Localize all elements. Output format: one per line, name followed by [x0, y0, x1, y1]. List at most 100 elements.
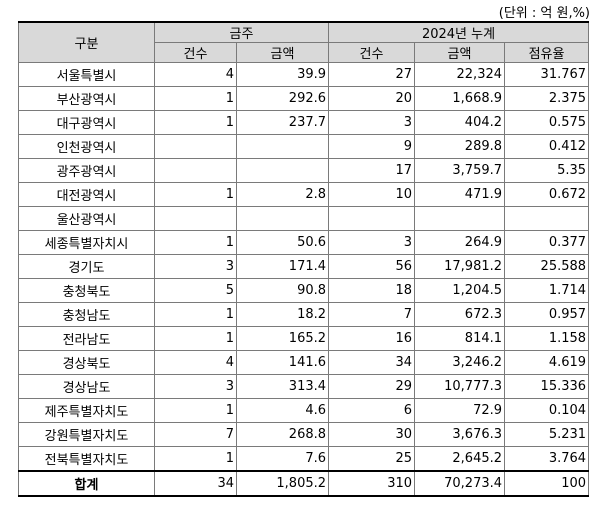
cell-cum-share: 1.158 — [504, 326, 590, 351]
cell-cum-share: 5.231 — [504, 422, 590, 447]
header-week-amount: 금액 — [235, 42, 330, 63]
cell-week-count: 1 — [154, 86, 237, 111]
unit-label: (단위 : 억 원,%) — [498, 6, 590, 21]
table-row: 부산광역시 1 292.6 20 1,668.9 2.375 — [18, 86, 590, 111]
cell-region: 충청남도 — [18, 302, 155, 327]
cell-region: 서울특별시 — [18, 62, 155, 87]
cell-region: 대전광역시 — [18, 182, 155, 207]
cell-cum-share: 3.764 — [504, 446, 590, 472]
cell-cum-count: 20 — [328, 86, 416, 111]
table-row: 울산광역시 — [18, 206, 590, 231]
cell-week-count: 1 — [154, 446, 237, 472]
header-cumulative-group: 2024년 누계 — [328, 21, 590, 43]
cell-cum-count: 3 — [328, 110, 416, 135]
cell-cum-count: 16 — [328, 326, 416, 351]
cell-week-amount: 7.6 — [235, 446, 330, 472]
cell-week-amount — [235, 206, 330, 231]
cell-cum-count: 29 — [328, 374, 416, 399]
cell-cum-count: 3 — [328, 230, 416, 255]
cell-region: 전라남도 — [18, 326, 155, 351]
cell-week-count: 4 — [154, 62, 237, 87]
cell-cum-share: 15.336 — [504, 374, 590, 399]
cell-cum-amount: 471.9 — [414, 182, 506, 207]
cell-region: 제주특별자치도 — [18, 398, 155, 423]
table-row: 세종특별자치시 1 50.6 3 264.9 0.377 — [18, 230, 590, 255]
cell-week-amount: 1,805.2 — [235, 470, 330, 497]
cell-week-count: 1 — [154, 302, 237, 327]
cell-cum-amount: 10,777.3 — [414, 374, 506, 399]
cell-region: 부산광역시 — [18, 86, 155, 111]
cell-week-amount: 171.4 — [235, 254, 330, 279]
cell-week-count: 1 — [154, 398, 237, 423]
cell-week-amount — [235, 134, 330, 159]
cell-cum-amount: 70,273.4 — [414, 470, 506, 497]
cell-cum-share: 100 — [504, 470, 590, 497]
cell-cum-share: 0.104 — [504, 398, 590, 423]
table-row: 경기도 3 171.4 56 17,981.2 25.588 — [18, 254, 590, 279]
cell-cum-share: 5.35 — [504, 158, 590, 183]
cell-week-count: 5 — [154, 278, 237, 303]
cell-cum-share: 2.375 — [504, 86, 590, 111]
cell-cum-amount: 289.8 — [414, 134, 506, 159]
table-row: 서울특별시 4 39.9 27 22,324 31.767 — [18, 62, 590, 87]
table-row: 강원특별자치도 7 268.8 30 3,676.3 5.231 — [18, 422, 590, 447]
cell-week-count: 1 — [154, 110, 237, 135]
cell-region: 합계 — [18, 470, 155, 497]
cell-cum-amount: 1,668.9 — [414, 86, 506, 111]
cell-cum-amount: 1,204.5 — [414, 278, 506, 303]
cell-week-amount: 2.8 — [235, 182, 330, 207]
cell-cum-amount: 404.2 — [414, 110, 506, 135]
cell-region: 전북특별자치도 — [18, 446, 155, 472]
cell-cum-share: 25.588 — [504, 254, 590, 279]
cell-week-amount: 292.6 — [235, 86, 330, 111]
header-cum-share: 점유율 — [504, 42, 590, 63]
cell-cum-count — [328, 206, 416, 231]
cell-cum-count: 30 — [328, 422, 416, 447]
table-row: 인천광역시 9 289.8 0.412 — [18, 134, 590, 159]
header-week-group: 금주 — [153, 21, 330, 43]
table-row: 제주특별자치도 1 4.6 6 72.9 0.104 — [18, 398, 590, 423]
table-row: 대구광역시 1 237.7 3 404.2 0.575 — [18, 110, 590, 135]
cell-cum-count: 25 — [328, 446, 416, 472]
cell-cum-count: 7 — [328, 302, 416, 327]
cell-week-amount: 39.9 — [235, 62, 330, 87]
cell-week-amount: 268.8 — [235, 422, 330, 447]
cell-region: 경기도 — [18, 254, 155, 279]
cell-week-count — [154, 134, 237, 159]
cell-week-amount — [235, 158, 330, 183]
cell-region: 경상남도 — [18, 374, 155, 399]
cell-cum-count: 9 — [328, 134, 416, 159]
cell-region: 강원특별자치도 — [18, 422, 155, 447]
cell-week-count: 7 — [154, 422, 237, 447]
cell-cum-share: 0.575 — [504, 110, 590, 135]
cell-cum-share: 1.714 — [504, 278, 590, 303]
cell-week-count: 34 — [154, 470, 237, 497]
table-row: 광주광역시 17 3,759.7 5.35 — [18, 158, 590, 183]
cell-cum-count: 310 — [328, 470, 416, 497]
cell-cum-amount: 3,676.3 — [414, 422, 506, 447]
cell-week-amount: 313.4 — [235, 374, 330, 399]
cell-region: 경상북도 — [18, 350, 155, 375]
cell-cum-amount — [414, 206, 506, 231]
cell-region: 세종특별자치시 — [18, 230, 155, 255]
cell-cum-count: 6 — [328, 398, 416, 423]
cell-week-amount: 165.2 — [235, 326, 330, 351]
cell-cum-share — [504, 206, 590, 231]
table-row: 경상남도 3 313.4 29 10,777.3 15.336 — [18, 374, 590, 399]
header-cum-count: 건수 — [328, 42, 416, 63]
cell-cum-amount: 22,324 — [414, 62, 506, 87]
table-row: 충청남도 1 18.2 7 672.3 0.957 — [18, 302, 590, 327]
table-row: 충청북도 5 90.8 18 1,204.5 1.714 — [18, 278, 590, 303]
header-cum-amount: 금액 — [414, 42, 506, 63]
cell-cum-share: 0.412 — [504, 134, 590, 159]
header-category: 구분 — [18, 21, 155, 63]
cell-cum-amount: 72.9 — [414, 398, 506, 423]
table-row: 대전광역시 1 2.8 10 471.9 0.672 — [18, 182, 590, 207]
cell-week-count: 1 — [154, 326, 237, 351]
cell-cum-amount: 2,645.2 — [414, 446, 506, 472]
cell-week-amount: 237.7 — [235, 110, 330, 135]
cell-cum-count: 56 — [328, 254, 416, 279]
cell-cum-count: 34 — [328, 350, 416, 375]
cell-cum-share: 4.619 — [504, 350, 590, 375]
cell-week-count — [154, 158, 237, 183]
